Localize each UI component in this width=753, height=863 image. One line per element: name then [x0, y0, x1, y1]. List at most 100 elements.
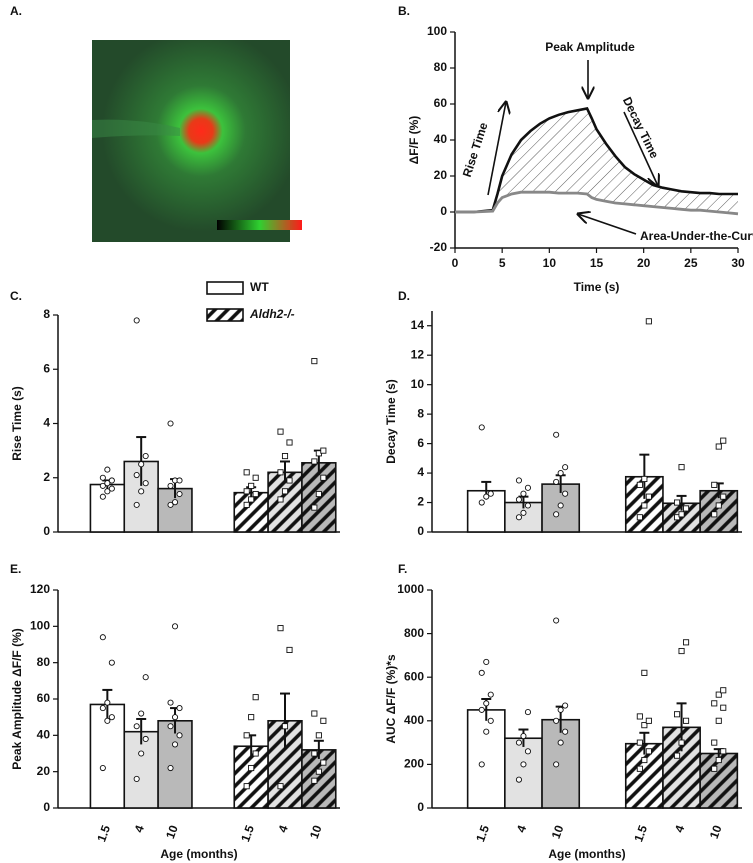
y-tick-label: 60	[434, 96, 448, 110]
auc-hatch	[492, 108, 738, 214]
color-bar	[217, 220, 302, 230]
data-point	[683, 717, 690, 724]
y-tick-label: 0	[43, 800, 50, 814]
y-tick-label: 6	[417, 436, 424, 450]
data-point	[142, 452, 149, 460]
data-point	[524, 748, 532, 755]
data-point	[320, 717, 327, 724]
data-point	[277, 783, 284, 790]
trace-line	[455, 107, 738, 214]
data-point	[478, 499, 485, 506]
panel-label: C.	[10, 289, 22, 303]
data-point	[315, 768, 322, 775]
annotation: Area-Under-the-Curve	[640, 229, 753, 243]
data-point	[133, 317, 140, 324]
data-point	[286, 439, 293, 446]
x-tick-label: 1.5	[473, 823, 492, 844]
bar	[267, 719, 303, 809]
data-point	[515, 477, 523, 484]
data-point	[176, 705, 183, 712]
trace-arrows	[487, 60, 658, 235]
x-tick-label: 10	[549, 823, 567, 841]
data-point	[641, 756, 648, 764]
panel-label: F.	[398, 562, 407, 576]
data-point	[711, 700, 718, 707]
data-point	[641, 669, 648, 676]
data-point	[515, 776, 523, 783]
x-tick-label: 20	[637, 256, 651, 270]
data-point	[674, 711, 681, 718]
data-point	[311, 504, 318, 511]
y-tick-label: 6	[43, 361, 50, 375]
data-point	[167, 482, 174, 489]
data-point	[171, 623, 179, 630]
y-tick-label: 80	[37, 655, 51, 669]
data-point	[641, 475, 648, 483]
y-tick-label: 60	[37, 691, 51, 705]
data-point	[167, 723, 174, 730]
data-point	[277, 469, 284, 476]
data-point	[138, 710, 145, 717]
data-point	[711, 511, 718, 518]
data-point	[562, 728, 569, 735]
data-point	[524, 502, 532, 509]
data-point	[99, 634, 106, 641]
data-point	[286, 477, 293, 484]
x-tick-label: 4	[275, 823, 291, 834]
data-point	[645, 748, 652, 755]
y-tick-label: 40	[37, 728, 51, 742]
y-tick-label: 10	[411, 377, 425, 391]
data-point	[104, 699, 111, 706]
data-point	[248, 496, 255, 503]
data-point	[167, 420, 174, 427]
data-point	[711, 739, 718, 746]
data-point	[104, 488, 111, 495]
y-tick-label: 20	[37, 764, 51, 778]
data-point	[99, 705, 106, 712]
data-point	[483, 493, 490, 500]
data-point	[142, 735, 149, 743]
data-point	[557, 706, 564, 713]
x-tick-label: 30	[731, 256, 745, 270]
data-point	[281, 723, 289, 730]
data-point	[315, 732, 322, 739]
process-streak	[92, 119, 180, 138]
data-point	[176, 732, 183, 739]
data-point	[553, 761, 560, 768]
x-tick-label: 10	[707, 823, 725, 841]
y-tick-label: 100	[427, 24, 447, 38]
data-point	[711, 481, 718, 488]
annotation: Peak Amplitude	[545, 40, 635, 54]
y-axis-label: Decay Time (s)	[384, 379, 398, 464]
data-point	[167, 699, 174, 706]
data-point	[557, 739, 564, 746]
data-point	[715, 717, 722, 724]
data-point	[641, 502, 648, 509]
data-point	[167, 764, 174, 772]
data-point	[104, 480, 111, 487]
data-point	[248, 714, 255, 721]
data-point	[683, 639, 690, 646]
data-point	[138, 750, 145, 757]
data-point	[108, 477, 115, 484]
data-point	[142, 674, 149, 681]
data-point	[520, 733, 527, 740]
data-point	[720, 748, 727, 755]
data-point	[553, 478, 560, 485]
data-point	[138, 488, 145, 495]
micrograph-image	[92, 40, 290, 242]
data-point	[171, 714, 179, 721]
x-tick-label: 10	[543, 256, 557, 270]
data-point	[281, 488, 289, 495]
data-point	[252, 474, 259, 481]
data-point	[715, 756, 722, 764]
x-tick-label: 4	[672, 823, 688, 834]
arrow	[487, 102, 506, 196]
legend-label: Aldh2-/-	[249, 307, 295, 321]
data-point	[520, 761, 527, 768]
y-axis-label: ΔF/F (%)	[407, 116, 421, 165]
data-point	[315, 490, 322, 498]
data-point	[243, 732, 250, 739]
data-point	[252, 490, 259, 498]
